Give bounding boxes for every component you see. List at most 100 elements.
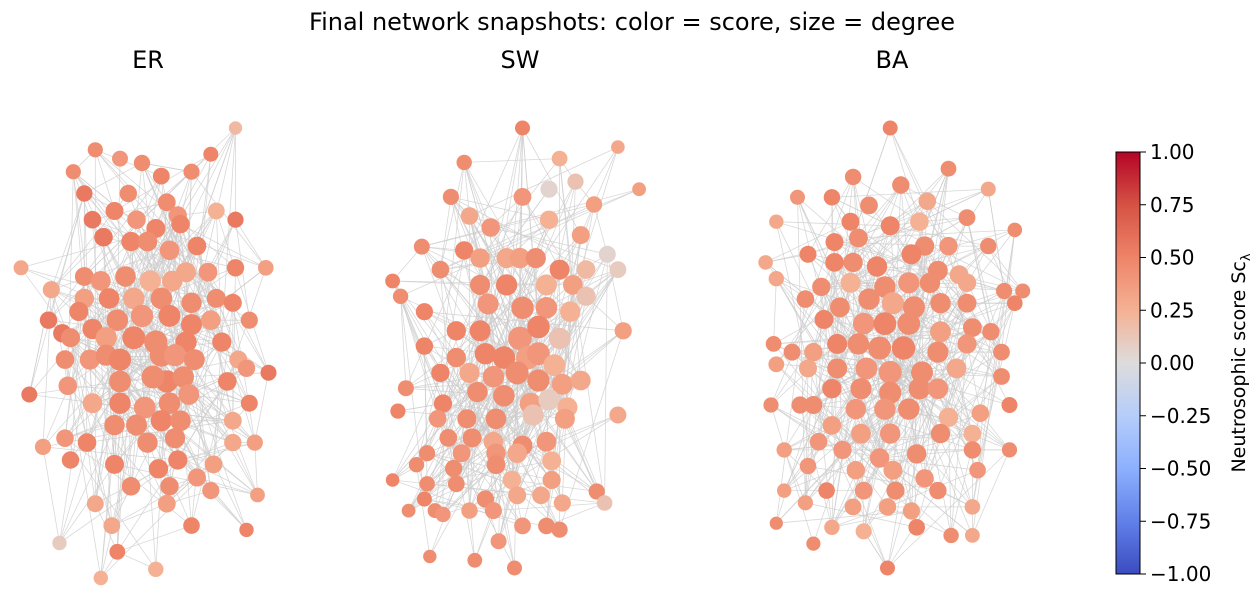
edge xyxy=(805,502,917,528)
edge xyxy=(42,359,121,448)
node-point xyxy=(224,433,242,452)
node-point xyxy=(126,414,147,436)
edge xyxy=(775,225,891,365)
node-point xyxy=(854,481,873,500)
node-point xyxy=(13,260,29,276)
node-point xyxy=(423,549,437,564)
node-point xyxy=(459,362,480,383)
edge xyxy=(823,184,902,320)
edge xyxy=(416,464,431,557)
edge xyxy=(972,229,1016,507)
node-point xyxy=(515,120,530,136)
edge xyxy=(490,227,608,255)
node-point xyxy=(158,392,181,415)
edge xyxy=(42,446,178,461)
edge xyxy=(440,219,550,270)
node-point xyxy=(482,365,505,388)
node-point xyxy=(137,231,158,252)
node-point xyxy=(611,140,625,154)
node-point xyxy=(846,461,865,480)
node-point xyxy=(139,270,161,292)
edge xyxy=(572,284,605,504)
edge xyxy=(564,254,608,419)
node-point xyxy=(61,328,80,348)
node-point xyxy=(855,357,878,380)
node-point xyxy=(927,341,949,363)
edge xyxy=(559,158,574,285)
node-point xyxy=(596,495,613,511)
edge xyxy=(100,425,137,579)
node-point xyxy=(493,385,515,407)
node-point xyxy=(769,516,783,530)
edge xyxy=(48,175,162,321)
edge xyxy=(831,510,912,528)
node-point xyxy=(538,389,560,411)
node-point xyxy=(892,176,910,194)
colorbar-label-text: Neutrosophic score Sc xyxy=(1228,261,1250,472)
node-point xyxy=(930,321,951,343)
node-point xyxy=(509,247,531,269)
node-point xyxy=(891,336,916,360)
node-point xyxy=(87,142,103,158)
edge xyxy=(519,257,582,381)
edge xyxy=(837,290,1023,345)
node-point xyxy=(457,409,477,429)
node-point xyxy=(849,228,868,248)
node-point xyxy=(878,360,902,384)
node-point xyxy=(930,293,951,314)
edge xyxy=(232,267,236,421)
node-point xyxy=(873,312,897,335)
edge xyxy=(86,420,233,443)
node-point xyxy=(585,196,603,213)
node-point xyxy=(508,486,527,505)
panel-title-sw: SW xyxy=(501,46,540,74)
node-point xyxy=(522,404,544,426)
node-point xyxy=(34,438,52,455)
figure-title: Final network snapshots: color = score, … xyxy=(309,8,955,36)
node-point xyxy=(964,499,981,515)
node-point xyxy=(971,404,990,423)
node-point xyxy=(527,342,550,366)
edge xyxy=(155,202,168,343)
node-point xyxy=(911,361,933,384)
node-point xyxy=(42,281,60,299)
node-point xyxy=(79,349,100,370)
edge xyxy=(469,146,619,217)
node-point xyxy=(188,468,206,487)
node-point xyxy=(939,236,958,256)
node-point xyxy=(83,210,102,229)
node-point xyxy=(442,188,459,205)
edge xyxy=(522,307,598,492)
edge xyxy=(805,368,809,503)
node-point xyxy=(1007,222,1023,238)
node-point xyxy=(58,376,78,396)
node-point xyxy=(502,470,522,490)
node-point xyxy=(825,233,844,252)
node-point xyxy=(505,361,529,385)
node-point xyxy=(551,150,568,167)
edge xyxy=(392,479,523,527)
node-point xyxy=(536,431,557,452)
edge xyxy=(972,229,1016,536)
node-point xyxy=(133,154,151,172)
edge xyxy=(924,290,1005,479)
node-point xyxy=(799,245,817,263)
node-point xyxy=(980,181,996,197)
node-point xyxy=(824,519,840,535)
node-point xyxy=(172,366,194,388)
edge xyxy=(70,337,88,443)
edge xyxy=(797,197,806,503)
node-point xyxy=(881,292,905,315)
node-point xyxy=(433,394,453,413)
nodes-er xyxy=(13,121,277,586)
edge xyxy=(561,311,571,385)
node-point xyxy=(416,491,432,507)
node-point xyxy=(55,350,75,369)
edge xyxy=(136,153,212,221)
node-point xyxy=(119,184,137,203)
node-point xyxy=(814,310,834,329)
node-point xyxy=(419,445,436,462)
node-point xyxy=(385,473,400,487)
node-point xyxy=(508,326,532,351)
node-point xyxy=(176,262,196,283)
